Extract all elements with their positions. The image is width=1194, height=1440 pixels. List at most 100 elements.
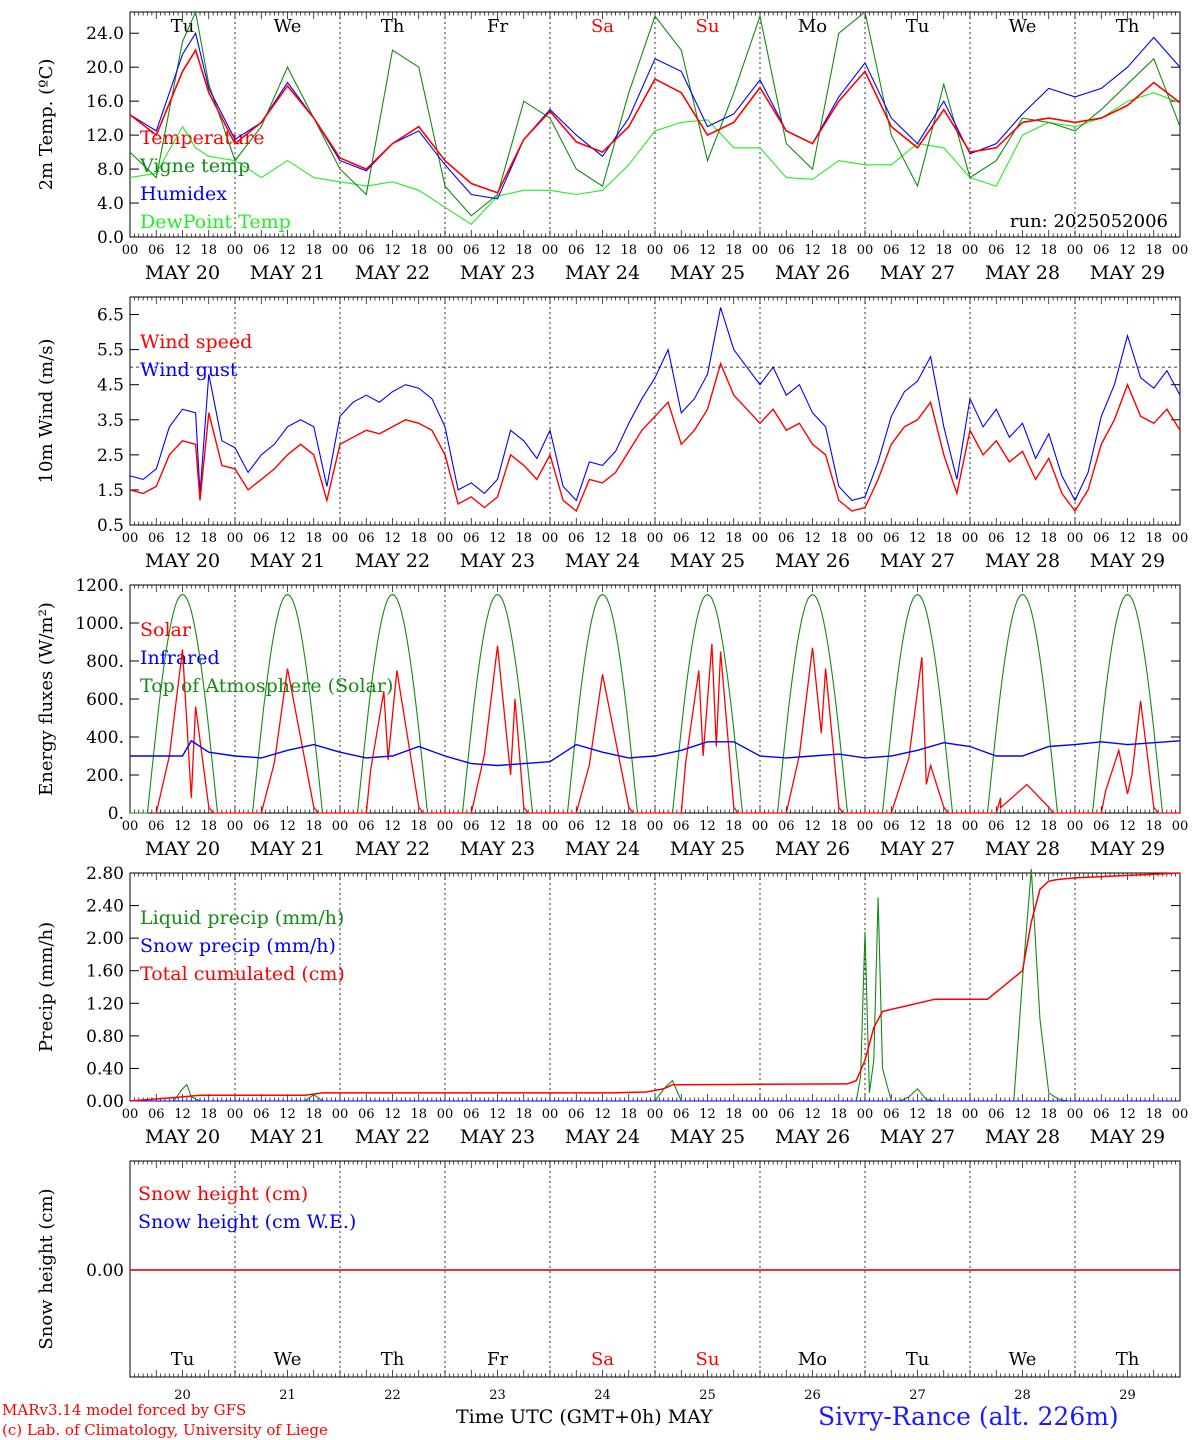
- hour-tick-label: 18: [200, 1107, 217, 1122]
- legend-snow-height-cm-: Snow height (cm): [138, 1183, 308, 1205]
- hour-tick-label: 00: [752, 243, 769, 258]
- hour-tick-label: 00: [227, 1107, 244, 1122]
- legend-wind-gust: Wind gust: [140, 359, 238, 381]
- day-label: MAY 25: [670, 838, 745, 860]
- y-tick-label: 1.60: [86, 962, 124, 982]
- hour-tick-label: 06: [988, 1107, 1005, 1122]
- day-label: MAY 24: [565, 838, 640, 860]
- y-axis-label: 2m Temp. (ºC): [36, 59, 57, 191]
- hour-tick-label: 06: [988, 531, 1005, 546]
- run-annotation: run: 2025052006: [1010, 211, 1168, 232]
- day-label: MAY 23: [460, 550, 535, 572]
- weekday-label: Su: [696, 16, 720, 37]
- y-tick-label: 0.0: [97, 228, 124, 248]
- y-tick-label: 6.5: [97, 306, 124, 326]
- weekday-label: Tu: [171, 16, 195, 37]
- hour-tick-label: 12: [804, 531, 821, 546]
- hour-tick-label: 06: [1093, 819, 1110, 834]
- day-label: MAY 21: [250, 838, 325, 860]
- day-label: MAY 24: [565, 1126, 640, 1148]
- hour-tick-label: 12: [174, 819, 191, 834]
- series-vigne-temp: [129, 10, 1181, 217]
- hour-tick-label: 18: [620, 819, 637, 834]
- hour-tick-label: 00: [437, 819, 454, 834]
- day-label: MAY 20: [145, 1126, 220, 1148]
- hour-tick-label: 06: [358, 1107, 375, 1122]
- legend-vigne-temp: Vigne temp: [139, 155, 250, 177]
- hour-tick-label: 18: [1145, 1107, 1162, 1122]
- day-label: MAY 24: [565, 262, 640, 284]
- weekday-label: Tu: [171, 1349, 195, 1370]
- hour-tick-label: 18: [305, 243, 322, 258]
- hour-tick-label: 12: [804, 1107, 821, 1122]
- hour-tick-label: 06: [358, 243, 375, 258]
- y-tick-label: 0.: [108, 804, 124, 824]
- hour-tick-label: 12: [279, 1107, 296, 1122]
- day-label: MAY 27: [880, 838, 955, 860]
- series-wind-gust: [129, 307, 1181, 502]
- day-label: MAY 22: [355, 1126, 430, 1148]
- hour-tick-label: 18: [725, 819, 742, 834]
- day-number: 21: [279, 1388, 296, 1403]
- day-label: MAY 26: [775, 550, 850, 572]
- y-tick-label: 800.: [86, 652, 124, 672]
- panel-energy: 00 06 12 18 00 06 12 18 00 06 12 18 00 06 12 18 00 06 12 18…: [36, 576, 1188, 860]
- hour-tick-label: 18: [200, 819, 217, 834]
- y-tick-label: 400.: [86, 728, 124, 748]
- hour-tick-label: 00: [1067, 243, 1084, 258]
- y-tick-label: 3.5: [97, 411, 124, 431]
- hour-tick-label: 00: [1067, 531, 1084, 546]
- day-label: MAY 26: [775, 838, 850, 860]
- day-label: MAY 21: [250, 262, 325, 284]
- hour-tick-label: 06: [673, 1107, 690, 1122]
- weekday-label: Tu: [906, 16, 930, 37]
- hour-tick-label: 00: [1172, 243, 1189, 258]
- weekday-label: Th: [381, 16, 405, 37]
- hour-tick-label: 12: [1014, 243, 1031, 258]
- day-label: MAY 20: [145, 838, 220, 860]
- hour-tick-label: 00: [962, 243, 979, 258]
- hour-tick-label: 00: [962, 1107, 979, 1122]
- weekday-label: Mo: [798, 16, 827, 37]
- hour-tick-label: 00: [962, 531, 979, 546]
- weekday-label: Su: [696, 1349, 720, 1370]
- day-number: 27: [909, 1388, 926, 1403]
- lab-credit: (c) Lab. of Climatology, University of L…: [2, 1421, 328, 1439]
- hour-tick-label: 00: [542, 819, 559, 834]
- hour-tick-label: 00: [227, 531, 244, 546]
- day-label: MAY 28: [985, 1126, 1060, 1148]
- hour-tick-label: 18: [305, 531, 322, 546]
- hour-tick-label: 00: [857, 819, 874, 834]
- hour-tick-label: 12: [909, 531, 926, 546]
- hour-tick-label: 06: [883, 819, 900, 834]
- y-tick-label: 200.: [86, 766, 124, 786]
- hour-tick-label: 06: [253, 1107, 270, 1122]
- hour-tick-label: 18: [620, 531, 637, 546]
- day-label: MAY 23: [460, 1126, 535, 1148]
- y-tick-label: 2.00: [86, 929, 124, 949]
- hour-tick-label: 06: [883, 1107, 900, 1122]
- weekday-label: Mo: [798, 1349, 827, 1370]
- y-axis-label: Energy fluxes (W/m²): [36, 602, 57, 796]
- legend-wind-speed: Wind speed: [140, 331, 252, 353]
- day-label: MAY 29: [1090, 550, 1165, 572]
- day-label: MAY 27: [880, 550, 955, 572]
- model-credit: MARv3.14 model forced by GFS: [2, 1401, 247, 1419]
- hour-tick-label: 18: [830, 531, 847, 546]
- hour-tick-label: 00: [122, 243, 139, 258]
- day-label: MAY 24: [565, 550, 640, 572]
- y-tick-label: 1.5: [97, 481, 124, 501]
- series-solar: [151, 643, 1180, 814]
- hour-tick-label: 18: [410, 819, 427, 834]
- hour-tick-label: 00: [122, 531, 139, 546]
- hour-tick-label: 06: [568, 243, 585, 258]
- hour-tick-label: 18: [935, 1107, 952, 1122]
- hour-tick-label: 06: [1093, 1107, 1110, 1122]
- hour-tick-label: 00: [437, 1107, 454, 1122]
- hour-tick-label: 12: [594, 819, 611, 834]
- hour-tick-label: 12: [699, 819, 716, 834]
- hour-tick-label: 06: [253, 819, 270, 834]
- hour-tick-label: 18: [305, 1107, 322, 1122]
- day-label: MAY 25: [670, 1126, 745, 1148]
